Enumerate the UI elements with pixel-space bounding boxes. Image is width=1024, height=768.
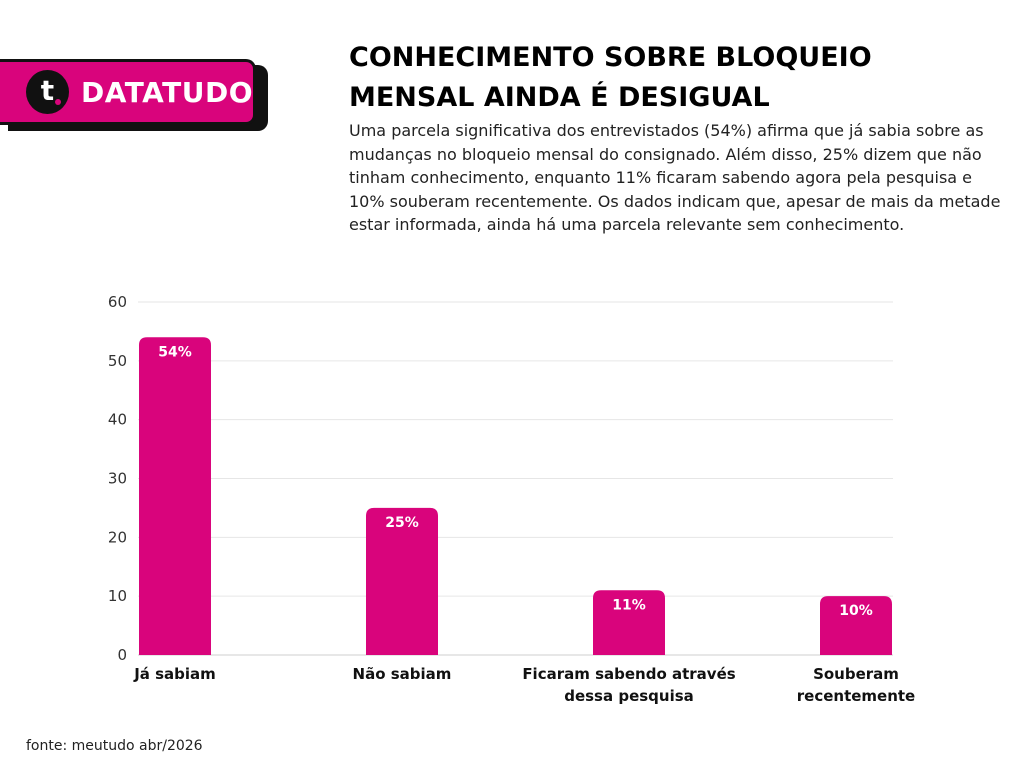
chart-subtitle: Uma parcela significativa dos entrevista… <box>349 121 1001 235</box>
source-footer: fonte: meutudo abr/2026 <box>26 738 203 754</box>
datatudo-logo-icon: t <box>26 70 69 114</box>
logo-letter: t <box>40 74 55 107</box>
bar <box>366 507 438 655</box>
data-label: 25% <box>385 515 419 531</box>
data-label: 10% <box>839 603 873 619</box>
y-tick-label: 0 <box>117 646 127 664</box>
y-tick-label: 50 <box>108 352 127 370</box>
logo-dot <box>54 99 61 105</box>
x-tick-label: Não sabiam <box>353 665 452 683</box>
brand-name: DATATUDO <box>80 75 253 109</box>
x-tick-label: Souberam <box>813 665 899 683</box>
bar <box>820 596 892 655</box>
data-label: 54% <box>158 344 192 360</box>
data-label: 11% <box>612 597 646 613</box>
bar <box>593 590 665 655</box>
y-tick-label: 30 <box>108 470 127 488</box>
x-tick-label: dessa pesquisa <box>564 687 694 705</box>
bar <box>139 337 211 655</box>
y-tick-label: 40 <box>108 411 127 429</box>
chart-title: CONHECIMENTO SOBRE BLOQUEIO MENSAL AINDA… <box>349 42 872 113</box>
y-tick-label: 10 <box>108 587 127 605</box>
x-tick-label: Ficaram sabendo através <box>522 665 735 683</box>
y-tick-label: 60 <box>108 293 127 311</box>
x-tick-label: recentemente <box>797 687 915 705</box>
y-tick-label: 20 <box>108 528 127 546</box>
x-tick-label: Já sabiam <box>133 665 216 683</box>
brand-badge: t DATATUDO <box>0 59 256 125</box>
